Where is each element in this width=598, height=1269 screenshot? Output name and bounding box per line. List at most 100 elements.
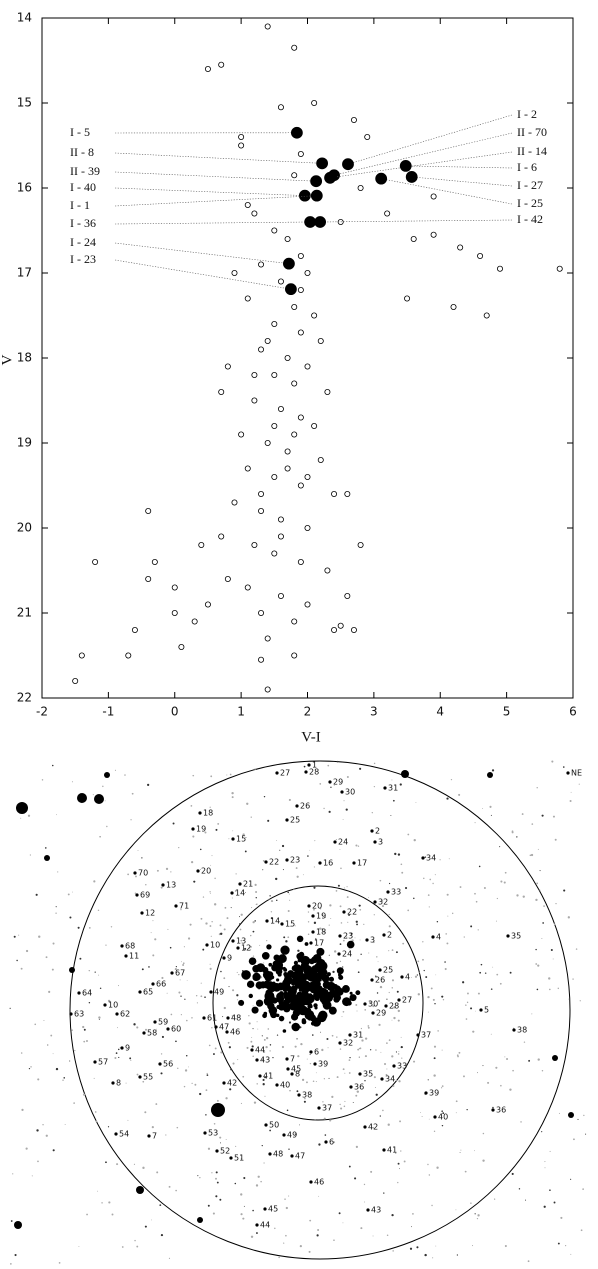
star	[204, 831, 207, 834]
open-point	[204, 66, 211, 73]
star-label: 8	[295, 1070, 300, 1079]
star-label: 22	[269, 858, 279, 867]
star	[174, 967, 177, 971]
star	[530, 853, 534, 857]
star	[437, 1030, 439, 1032]
labeled-star	[120, 944, 124, 948]
star-label: 63	[74, 1010, 84, 1019]
open-point	[304, 473, 311, 480]
core-star	[269, 1009, 277, 1017]
star	[369, 1049, 372, 1051]
star	[223, 977, 226, 980]
star	[296, 875, 299, 878]
core-star	[309, 983, 313, 987]
star	[568, 998, 570, 1000]
star-label: 14	[270, 917, 280, 926]
star	[239, 923, 241, 925]
open-point	[171, 584, 178, 591]
star	[254, 920, 256, 922]
star	[226, 917, 229, 920]
labeled-star	[103, 1003, 107, 1007]
star-label: 5	[484, 1006, 489, 1015]
labeled-star	[386, 890, 390, 894]
labeled-star	[433, 1115, 437, 1119]
star-label: 10	[108, 1001, 118, 1010]
star	[397, 1053, 400, 1055]
open-point	[231, 499, 238, 506]
labeled-star	[416, 1033, 420, 1037]
annotation-leader	[114, 195, 317, 207]
star	[239, 916, 241, 918]
star-label: 13	[166, 881, 176, 890]
star	[166, 992, 168, 994]
star	[72, 891, 73, 893]
star	[215, 1177, 217, 1180]
labeled-star	[337, 952, 341, 956]
star	[455, 1100, 458, 1103]
core-star	[291, 979, 295, 984]
star	[236, 971, 238, 973]
star	[333, 1239, 335, 1242]
core-star	[248, 993, 253, 999]
star-label: 41	[263, 1072, 273, 1081]
star	[339, 960, 342, 963]
star	[499, 846, 501, 848]
star-label: 53	[208, 1129, 218, 1138]
star	[239, 928, 242, 931]
star	[130, 819, 132, 821]
star	[357, 959, 360, 962]
star	[266, 1036, 269, 1040]
open-point	[198, 542, 205, 549]
star	[363, 923, 365, 926]
star	[185, 1019, 188, 1022]
core-star	[323, 989, 329, 995]
star	[391, 987, 393, 989]
star	[129, 1057, 132, 1060]
star-label: 21	[243, 880, 253, 889]
star	[83, 1028, 86, 1031]
star	[243, 1176, 246, 1180]
star	[249, 884, 251, 886]
labeled-star	[382, 933, 386, 937]
open-point	[457, 244, 464, 251]
star	[209, 967, 212, 970]
star	[491, 769, 495, 772]
star	[562, 766, 565, 768]
star-label: 20	[201, 867, 211, 876]
star	[107, 1126, 110, 1128]
open-point	[324, 388, 331, 395]
star	[261, 1058, 264, 1061]
star	[392, 1250, 394, 1252]
labeled-star	[138, 990, 142, 994]
star	[433, 1130, 436, 1133]
star	[455, 1112, 457, 1114]
star	[495, 1066, 498, 1069]
star	[250, 1040, 253, 1043]
labeled-star	[202, 1016, 206, 1020]
star	[397, 853, 401, 856]
bright-star	[94, 794, 104, 804]
star	[414, 975, 418, 978]
star	[37, 1160, 39, 1163]
open-point	[264, 337, 271, 344]
star	[288, 1021, 292, 1024]
star	[432, 998, 435, 1001]
star	[191, 1082, 193, 1085]
y-tick-label: 14	[17, 11, 32, 25]
star	[296, 1090, 299, 1093]
labeled-star	[222, 956, 226, 960]
labeled-star	[363, 1002, 367, 1006]
star	[573, 1138, 575, 1141]
star-label: 44	[260, 1221, 270, 1230]
star	[288, 1114, 290, 1116]
star	[94, 1111, 97, 1113]
star	[535, 948, 537, 951]
star	[156, 869, 159, 872]
star	[101, 1202, 103, 1204]
star	[506, 1058, 508, 1060]
star	[399, 1168, 400, 1170]
labeled-star	[512, 1028, 516, 1032]
open-point	[218, 61, 225, 68]
core-star	[314, 1006, 318, 1010]
core-star	[263, 980, 272, 989]
